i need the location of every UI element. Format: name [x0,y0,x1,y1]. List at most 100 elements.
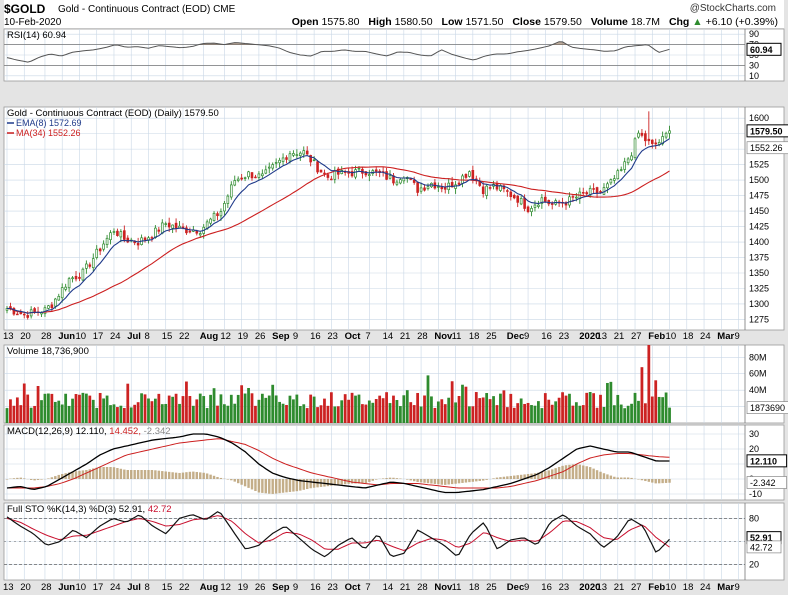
price-candle [47,305,50,309]
bottom-date-tick-label: Sep [272,582,290,593]
volume-bar [367,400,371,423]
volume-bar [305,408,309,423]
price-candle [264,169,268,174]
price-candle [464,174,468,178]
macd-histogram-bar [640,479,644,481]
volume-bar [443,404,447,423]
macd-histogram-bar [85,470,88,479]
price-candle [385,171,388,180]
bottom-date-tick-label: 25 [486,582,497,593]
price-candle [281,157,285,162]
volume-bar [122,408,126,423]
change-value: +6.10 (+0.39%) [705,16,778,28]
date-tick-label: 28 [41,331,52,342]
macd-histogram-bar [243,479,247,487]
volume-bar [440,399,444,423]
ema8-line [6,138,670,314]
macd-histogram-bar [188,471,192,479]
price-candle [340,170,344,175]
sto-d-value-tag: 42.72 [750,542,773,552]
rsi-line [6,41,670,63]
volume-bar [326,405,330,423]
volume-bar [226,405,230,423]
price-candle [416,182,419,193]
volume-bar [250,393,254,423]
macd-histogram-bar [409,479,412,481]
volume-bar [140,393,143,423]
date-tick-label: Jun [58,331,75,342]
legend-label: EMA(8) 1572.69 [16,118,82,128]
price-candle [426,186,430,190]
volume-bar [178,403,181,423]
volume-bar [64,393,68,423]
macd-histogram-bar [592,468,595,479]
stockcharts-watermark: @StockCharts.com [689,3,776,14]
rsi-y-tick-label: 30 [749,60,759,70]
bottom-date-tick-label: 10 [666,582,677,593]
price-candle [613,178,616,181]
macd-histogram-bar [606,474,609,479]
date-tick-label: 23 [559,331,570,342]
symbol-title: $GOLD [4,2,46,16]
bottom-date-tick-label: 18 [469,582,480,593]
volume-bar [468,406,471,423]
macd-histogram-bar [261,479,264,493]
macd-histogram-bar [616,477,619,479]
volume-bar [78,394,81,423]
macd-histogram-bar [67,472,71,479]
volume-bar [126,383,130,423]
price-candle [533,204,537,208]
volume-y-tick-label: 80M [749,352,767,362]
price-candle [26,315,30,318]
volume-bar [223,404,226,423]
macd-histogram-bar [119,468,123,479]
volume-bar [174,393,178,423]
price-candle [637,132,640,138]
volume-bar [160,404,164,423]
volume-bar [26,394,30,423]
price-candle [619,169,623,171]
price-candle [471,170,475,180]
price-y-tick-label: 1300 [749,299,769,309]
macd-hist-value-tag: -2.342 [750,478,776,488]
volume-bar [212,388,216,423]
macd-histogram-bar [595,470,599,479]
volume-bar [592,393,596,423]
price-candle [564,202,568,206]
price-candle [233,180,237,186]
macd-histogram-bar [647,479,651,482]
volume-title: Volume 18,736,900 [7,346,89,357]
bottom-date-tick-label: 15 [162,582,173,593]
macd-title: MACD(12,26,9) 12.110, 14.452, -2.342 [7,426,171,437]
macd-histogram-bar [305,479,309,490]
price-candle [167,222,171,228]
macd-histogram-bar [161,471,164,479]
volume-bar [588,392,592,423]
bottom-date-tick-label: 11 [452,582,462,593]
price-candle [312,159,316,162]
price-candle [143,237,147,240]
volume-value-tag: 1873690 [750,403,785,413]
macd-histogram-bar [268,479,271,494]
price-candle [519,198,523,205]
date-tick-label: 9 [735,331,740,342]
price-candle [250,172,254,179]
price-tag-box [746,124,788,138]
price-panel-bg [3,106,785,331]
date-tick-label: 13 [3,331,14,342]
date-tick-label: 21 [614,331,625,342]
macd-histogram-bar [257,479,261,493]
volume-bar [374,399,378,423]
price-candle [195,230,199,234]
macd-histogram-bar [540,471,544,479]
volume-bar [585,392,589,423]
macd-histogram-bar [457,479,461,484]
macd-histogram-bar [205,473,209,479]
rsi-y-tick-label: 10 [749,71,759,81]
price-candle [599,191,602,193]
price-candle [626,158,630,164]
macd-histogram-bar [195,471,199,479]
price-candle [178,225,181,229]
volume-bar [257,399,261,423]
volume-bar [616,394,620,423]
